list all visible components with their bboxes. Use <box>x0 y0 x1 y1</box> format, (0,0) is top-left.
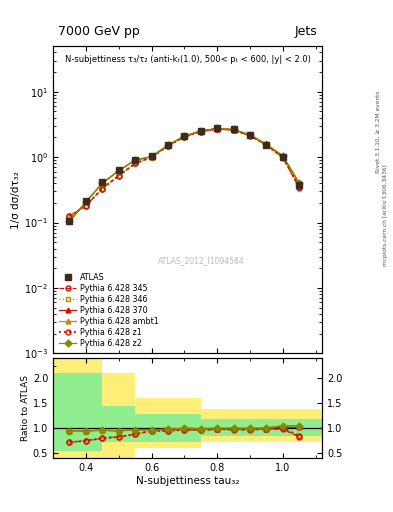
Legend: ATLAS, Pythia 6.428 345, Pythia 6.428 346, Pythia 6.428 370, Pythia 6.428 ambt1,: ATLAS, Pythia 6.428 345, Pythia 6.428 34… <box>57 271 160 349</box>
Y-axis label: Ratio to ATLAS: Ratio to ATLAS <box>21 375 30 441</box>
X-axis label: N-subjettiness tau₃₂: N-subjettiness tau₃₂ <box>136 476 239 486</box>
Text: Rivet 3.1.10, ≥ 3.2M events: Rivet 3.1.10, ≥ 3.2M events <box>375 91 380 174</box>
Y-axis label: 1/σ dσ/dτ₃₂: 1/σ dσ/dτ₃₂ <box>11 170 22 229</box>
Text: N-subjettiness τ₃/τ₂ (anti-kₜ(1.0), 500< pₜ < 600, |y| < 2.0): N-subjettiness τ₃/τ₂ (anti-kₜ(1.0), 500<… <box>65 55 310 65</box>
Text: mcplots.cern.ch [arXiv:1306.3436]: mcplots.cern.ch [arXiv:1306.3436] <box>383 164 388 266</box>
Text: ATLAS_2012_I1094564: ATLAS_2012_I1094564 <box>158 257 244 266</box>
Text: 7000 GeV pp: 7000 GeV pp <box>59 26 140 38</box>
Text: Jets: Jets <box>294 26 317 38</box>
